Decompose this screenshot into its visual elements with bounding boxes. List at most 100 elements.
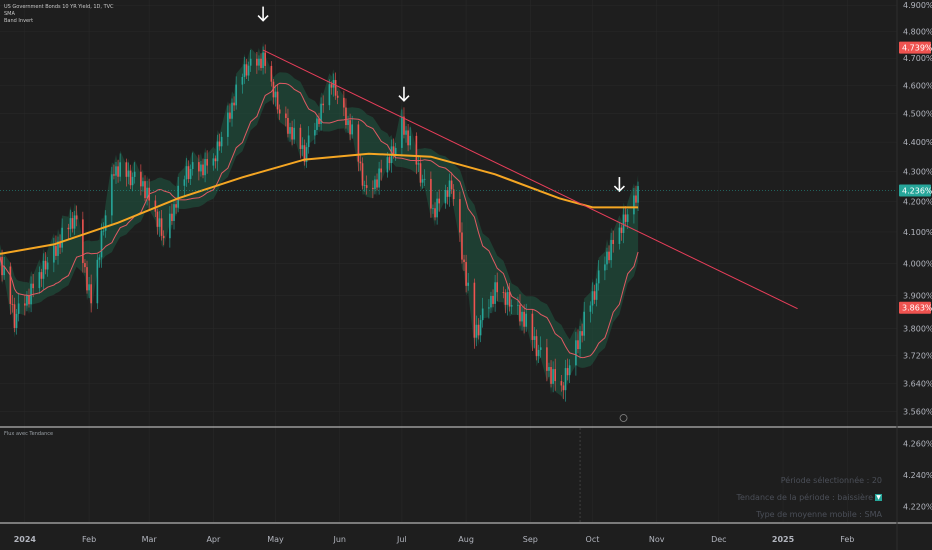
candle-body [626,214,629,222]
candle-body [17,303,20,314]
indicator-info-box: Période sélectionnée : 20 Tendance de la… [736,472,882,523]
candle-body [560,381,563,386]
candle-body [264,52,266,66]
candle-body [26,295,28,306]
candle-body [531,313,534,340]
price-badge-label: 3.863% [902,304,932,313]
y-tick-label: 4.000% [903,259,932,268]
candle-body [376,179,378,188]
candle-body [30,283,32,305]
candle-body [119,162,121,177]
candle-body [55,245,57,256]
candle-body [436,198,438,218]
candle-body [577,340,579,350]
candle-body [115,166,117,176]
down-arrow-icon [257,6,269,22]
candle-body [291,127,293,140]
x-tick-label: Apr [206,535,221,544]
candle-body [343,97,345,108]
event-icon [619,414,628,422]
candle-body [334,80,337,96]
candle-body [633,195,635,215]
candle-body [57,241,59,256]
x-tick-label: Aug [458,535,474,544]
candle-body [32,283,34,289]
candle-body [276,91,279,110]
candle-body [104,215,107,231]
candle-body [38,272,41,289]
trend-down-icon: ▼ [875,494,882,501]
candle-body [102,230,105,232]
price-badge [899,301,931,314]
candle-body [539,347,542,350]
candle-body [156,211,159,227]
sub-pane-title: Flux avec Tendance [4,431,54,437]
candle-body [363,185,366,186]
x-tick-label: Sep [523,535,538,544]
x-tick-label: Jul [396,535,407,544]
y-tick-label: 3.560% [903,408,932,417]
trend-text: Tendance de la période : baissière [736,493,873,502]
candle-body [548,367,550,371]
candle-body [202,164,204,176]
candle-body [581,331,583,336]
candle-body [75,215,78,220]
candle-body [189,168,192,179]
candle-body [3,266,5,276]
x-tick-label: Feb [82,535,96,544]
candle-body [510,305,513,307]
candle-body [479,320,482,336]
candle-body [394,147,397,155]
candle-body [90,284,92,304]
candle-body [434,208,436,218]
x-tick-label: Jun [332,535,346,544]
legend-sma: SMA [4,11,15,17]
candle-body [231,102,233,119]
candle-body [24,303,26,306]
sma-long-line [0,152,639,255]
legend-symbol: US Government Bonds 10 YR Yield, 1D, TVC [4,4,114,10]
candle-body [11,303,14,305]
candle-body [316,118,318,130]
candle-body [96,259,99,304]
candle-body [175,204,177,208]
x-tick-label: 2024 [14,535,37,544]
y-tick-label: 3.720% [903,352,932,361]
candle-body [604,264,606,271]
candle-body [591,291,594,306]
candle-body [347,120,349,126]
price-badge [899,184,931,197]
candle-body [452,189,455,200]
candle-body [606,251,608,265]
candle-body [537,349,540,357]
candle-body [535,336,538,357]
candle-body [419,163,422,183]
candle-body [154,200,157,212]
candle-body [444,190,447,204]
candle-body [169,213,171,239]
candle-body [44,260,47,270]
candle-body [432,208,434,210]
candle-body [171,213,173,221]
candle-body [227,112,229,137]
ma-type-text: Type de moyenne mobile : SMA [756,510,882,519]
price-badge-label: 4.739% [902,44,932,53]
candle-body [140,171,142,187]
candle-body [450,180,453,190]
x-tick-label: Nov [649,535,665,544]
candle-body [241,77,244,85]
chart-legend: US Government Bonds 10 YR Yield, 1D, TVC… [4,4,114,25]
candle-body [328,84,331,106]
sma-short-line [0,82,639,359]
y-tick-label: 4.200% [903,197,932,206]
candle-body [212,158,215,166]
y-tick-label: 4.400% [903,138,932,147]
candle-body [28,295,30,305]
candle-body [249,58,252,66]
candle-body [67,227,70,230]
candle-body [481,308,484,321]
candle-body [438,198,440,204]
candle-body [351,124,353,135]
candle-body [98,257,101,260]
